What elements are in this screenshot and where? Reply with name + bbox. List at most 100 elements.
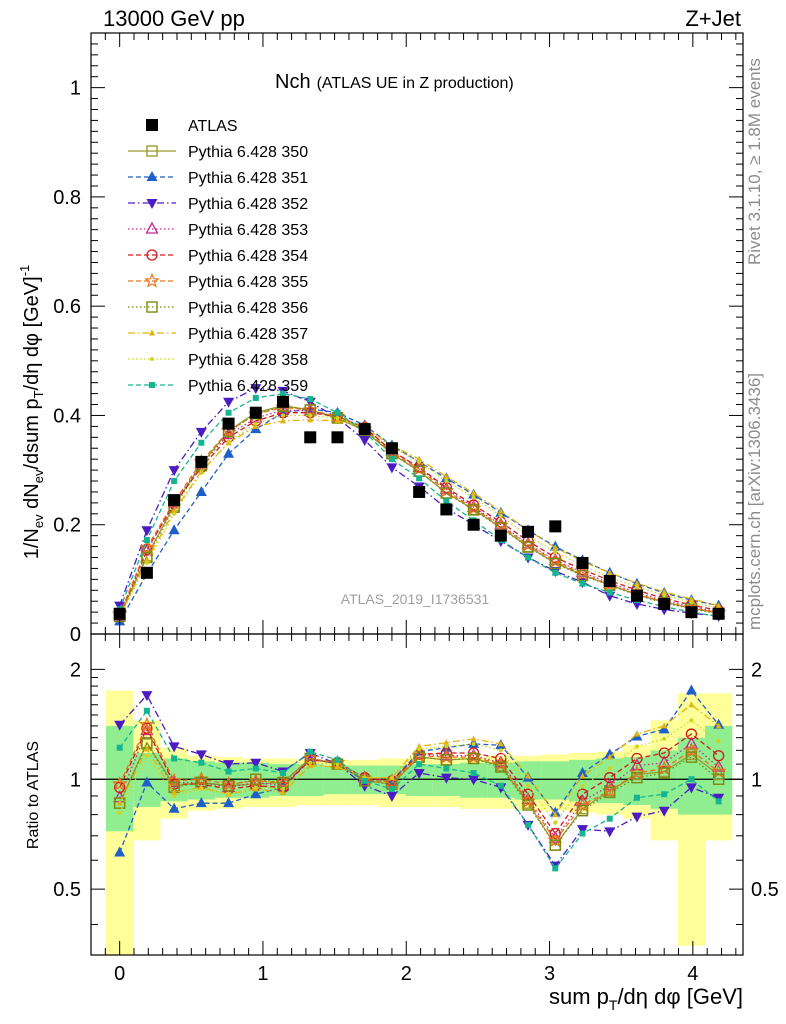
data-point bbox=[307, 416, 314, 423]
legend-marker bbox=[146, 249, 158, 261]
legend-marker bbox=[146, 199, 158, 209]
header-right: Z+Jet bbox=[685, 6, 741, 31]
legend-entry: Pythia 6.428 350 bbox=[128, 144, 308, 161]
ratio-point bbox=[688, 776, 695, 783]
ratio-point bbox=[547, 832, 564, 847]
ratio-point bbox=[607, 766, 612, 771]
ratio-point bbox=[443, 739, 450, 746]
data-point bbox=[471, 495, 476, 500]
ratio-point bbox=[114, 846, 126, 857]
legend-label: ATLAS bbox=[188, 118, 238, 135]
data-point bbox=[171, 478, 178, 485]
ratio-point bbox=[661, 791, 668, 798]
ratio-point bbox=[629, 764, 645, 780]
ratio-point bbox=[549, 839, 561, 851]
ratio-point bbox=[631, 771, 643, 784]
series-pythia-6-428-359 bbox=[116, 390, 722, 620]
legend-label: Pythia 6.428 357 bbox=[188, 326, 308, 343]
ratio-y-tick-label-right: 2 bbox=[751, 659, 762, 681]
data-point bbox=[552, 569, 559, 576]
legend-label: Pythia 6.428 354 bbox=[188, 248, 308, 265]
ratio-point bbox=[688, 701, 695, 708]
data-point bbox=[603, 575, 616, 588]
legend-marker bbox=[149, 382, 155, 388]
ratio-point bbox=[144, 753, 149, 758]
ratio-point bbox=[443, 765, 450, 772]
ratio-point bbox=[334, 763, 341, 770]
uncertainty-band-green bbox=[405, 764, 433, 796]
legend-label: Pythia 6.428 352 bbox=[188, 196, 308, 213]
data-point bbox=[522, 525, 535, 538]
ratio-point bbox=[141, 776, 153, 787]
ratio-point bbox=[552, 865, 559, 872]
ratio-point bbox=[250, 773, 262, 785]
data-point bbox=[549, 520, 562, 533]
data-point bbox=[552, 544, 559, 551]
x-label-part-2: /dη dφ [GeV] bbox=[617, 984, 743, 1009]
legend-marker bbox=[146, 171, 158, 181]
data-point bbox=[522, 541, 534, 553]
x-tick-label: 2 bbox=[401, 963, 412, 985]
y-label-sup: -1 bbox=[17, 265, 32, 277]
ratio-point bbox=[417, 747, 422, 752]
plot-title-sub: (ATLAS UE in Z production) bbox=[317, 75, 514, 92]
data-point bbox=[334, 409, 341, 416]
x-label-sub-t: T bbox=[609, 997, 618, 1013]
data-point bbox=[416, 455, 423, 462]
data-point bbox=[140, 566, 153, 579]
ratio-point bbox=[199, 787, 204, 792]
ratio-line bbox=[119, 728, 720, 840]
ratio-point bbox=[630, 758, 644, 771]
data-point bbox=[467, 518, 480, 531]
y-tick-label: 0.2 bbox=[53, 515, 81, 537]
y-label-part-3: /dsum p bbox=[21, 398, 43, 469]
data-point bbox=[688, 595, 695, 602]
data-point bbox=[307, 396, 314, 403]
data-point bbox=[249, 406, 262, 419]
ratio-point bbox=[604, 786, 616, 799]
data-point bbox=[141, 526, 153, 537]
ratio-point bbox=[416, 742, 423, 749]
x-label-part-1: sum p bbox=[549, 984, 609, 1009]
ratio-point bbox=[116, 744, 123, 751]
ratio-point bbox=[114, 781, 126, 794]
ratio-point bbox=[522, 788, 534, 800]
data-point bbox=[225, 409, 232, 416]
ratio-point bbox=[553, 820, 558, 825]
ratio-point bbox=[661, 722, 668, 729]
ratio-point bbox=[117, 810, 122, 815]
ratio-series-pythia-6-428-359 bbox=[116, 707, 722, 872]
data-point bbox=[443, 498, 450, 505]
ratio-point bbox=[715, 722, 722, 729]
ratio-point bbox=[335, 762, 340, 767]
legend-entry: Pythia 6.428 354 bbox=[128, 248, 308, 265]
legend-marker bbox=[149, 329, 155, 336]
ratio-point bbox=[689, 718, 694, 723]
y-label-sub-t: T bbox=[31, 390, 46, 398]
ratio-y-tick-label-right: 0.5 bbox=[751, 879, 779, 901]
data-point bbox=[334, 417, 341, 424]
data-point bbox=[494, 529, 507, 542]
ratio-point bbox=[606, 815, 613, 822]
ratio-point bbox=[116, 799, 123, 806]
ratio-line bbox=[119, 709, 720, 870]
ratio-point bbox=[520, 793, 536, 808]
ratio-point bbox=[716, 739, 721, 744]
header-left: 13000 GeV pp bbox=[103, 6, 245, 31]
data-point bbox=[634, 585, 639, 590]
ratio-point bbox=[685, 751, 698, 763]
data-point bbox=[250, 384, 262, 395]
ratio-point bbox=[198, 759, 205, 766]
data-point bbox=[143, 537, 150, 544]
series-line bbox=[119, 405, 719, 617]
ratio-point bbox=[307, 762, 314, 769]
data-point bbox=[417, 459, 422, 464]
ratio-point bbox=[656, 760, 672, 776]
y-tick-label: 1 bbox=[70, 78, 81, 100]
ratio-point bbox=[141, 722, 153, 734]
data-point bbox=[358, 423, 371, 436]
data-point bbox=[685, 606, 698, 619]
data-point bbox=[498, 513, 503, 518]
ratio-point bbox=[281, 787, 286, 792]
